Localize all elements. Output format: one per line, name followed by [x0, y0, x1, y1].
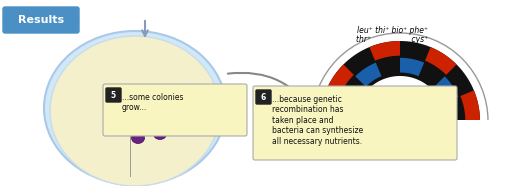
Polygon shape	[369, 41, 400, 61]
Ellipse shape	[113, 102, 127, 113]
Polygon shape	[400, 58, 424, 76]
Text: 5: 5	[111, 91, 116, 100]
Polygon shape	[337, 97, 355, 121]
Polygon shape	[460, 90, 480, 121]
Ellipse shape	[131, 132, 144, 144]
Ellipse shape	[50, 36, 220, 186]
Ellipse shape	[149, 116, 162, 126]
Ellipse shape	[142, 100, 154, 111]
Ellipse shape	[153, 129, 166, 140]
Text: 6: 6	[261, 92, 266, 102]
Ellipse shape	[312, 33, 488, 186]
Polygon shape	[320, 41, 480, 121]
Text: ...some colonies
grow...: ...some colonies grow...	[122, 93, 184, 112]
Polygon shape	[307, 120, 493, 186]
Polygon shape	[355, 63, 381, 87]
Polygon shape	[425, 47, 457, 75]
FancyBboxPatch shape	[103, 84, 247, 136]
Polygon shape	[434, 76, 458, 102]
Text: Results: Results	[18, 15, 64, 25]
Polygon shape	[326, 64, 354, 96]
FancyBboxPatch shape	[256, 90, 271, 104]
Text: thr⁺                 cys⁺: thr⁺ cys⁺	[356, 35, 428, 44]
FancyBboxPatch shape	[3, 7, 79, 33]
Text: ...because genetic
recombination has
taken place and
bacteria can synthesize
all: ...because genetic recombination has tak…	[272, 95, 363, 146]
FancyBboxPatch shape	[106, 88, 121, 102]
Text: leu⁺ thi⁺ bio⁺ phe⁺: leu⁺ thi⁺ bio⁺ phe⁺	[357, 26, 427, 35]
Ellipse shape	[44, 31, 226, 185]
Ellipse shape	[108, 121, 121, 132]
FancyBboxPatch shape	[253, 86, 457, 160]
